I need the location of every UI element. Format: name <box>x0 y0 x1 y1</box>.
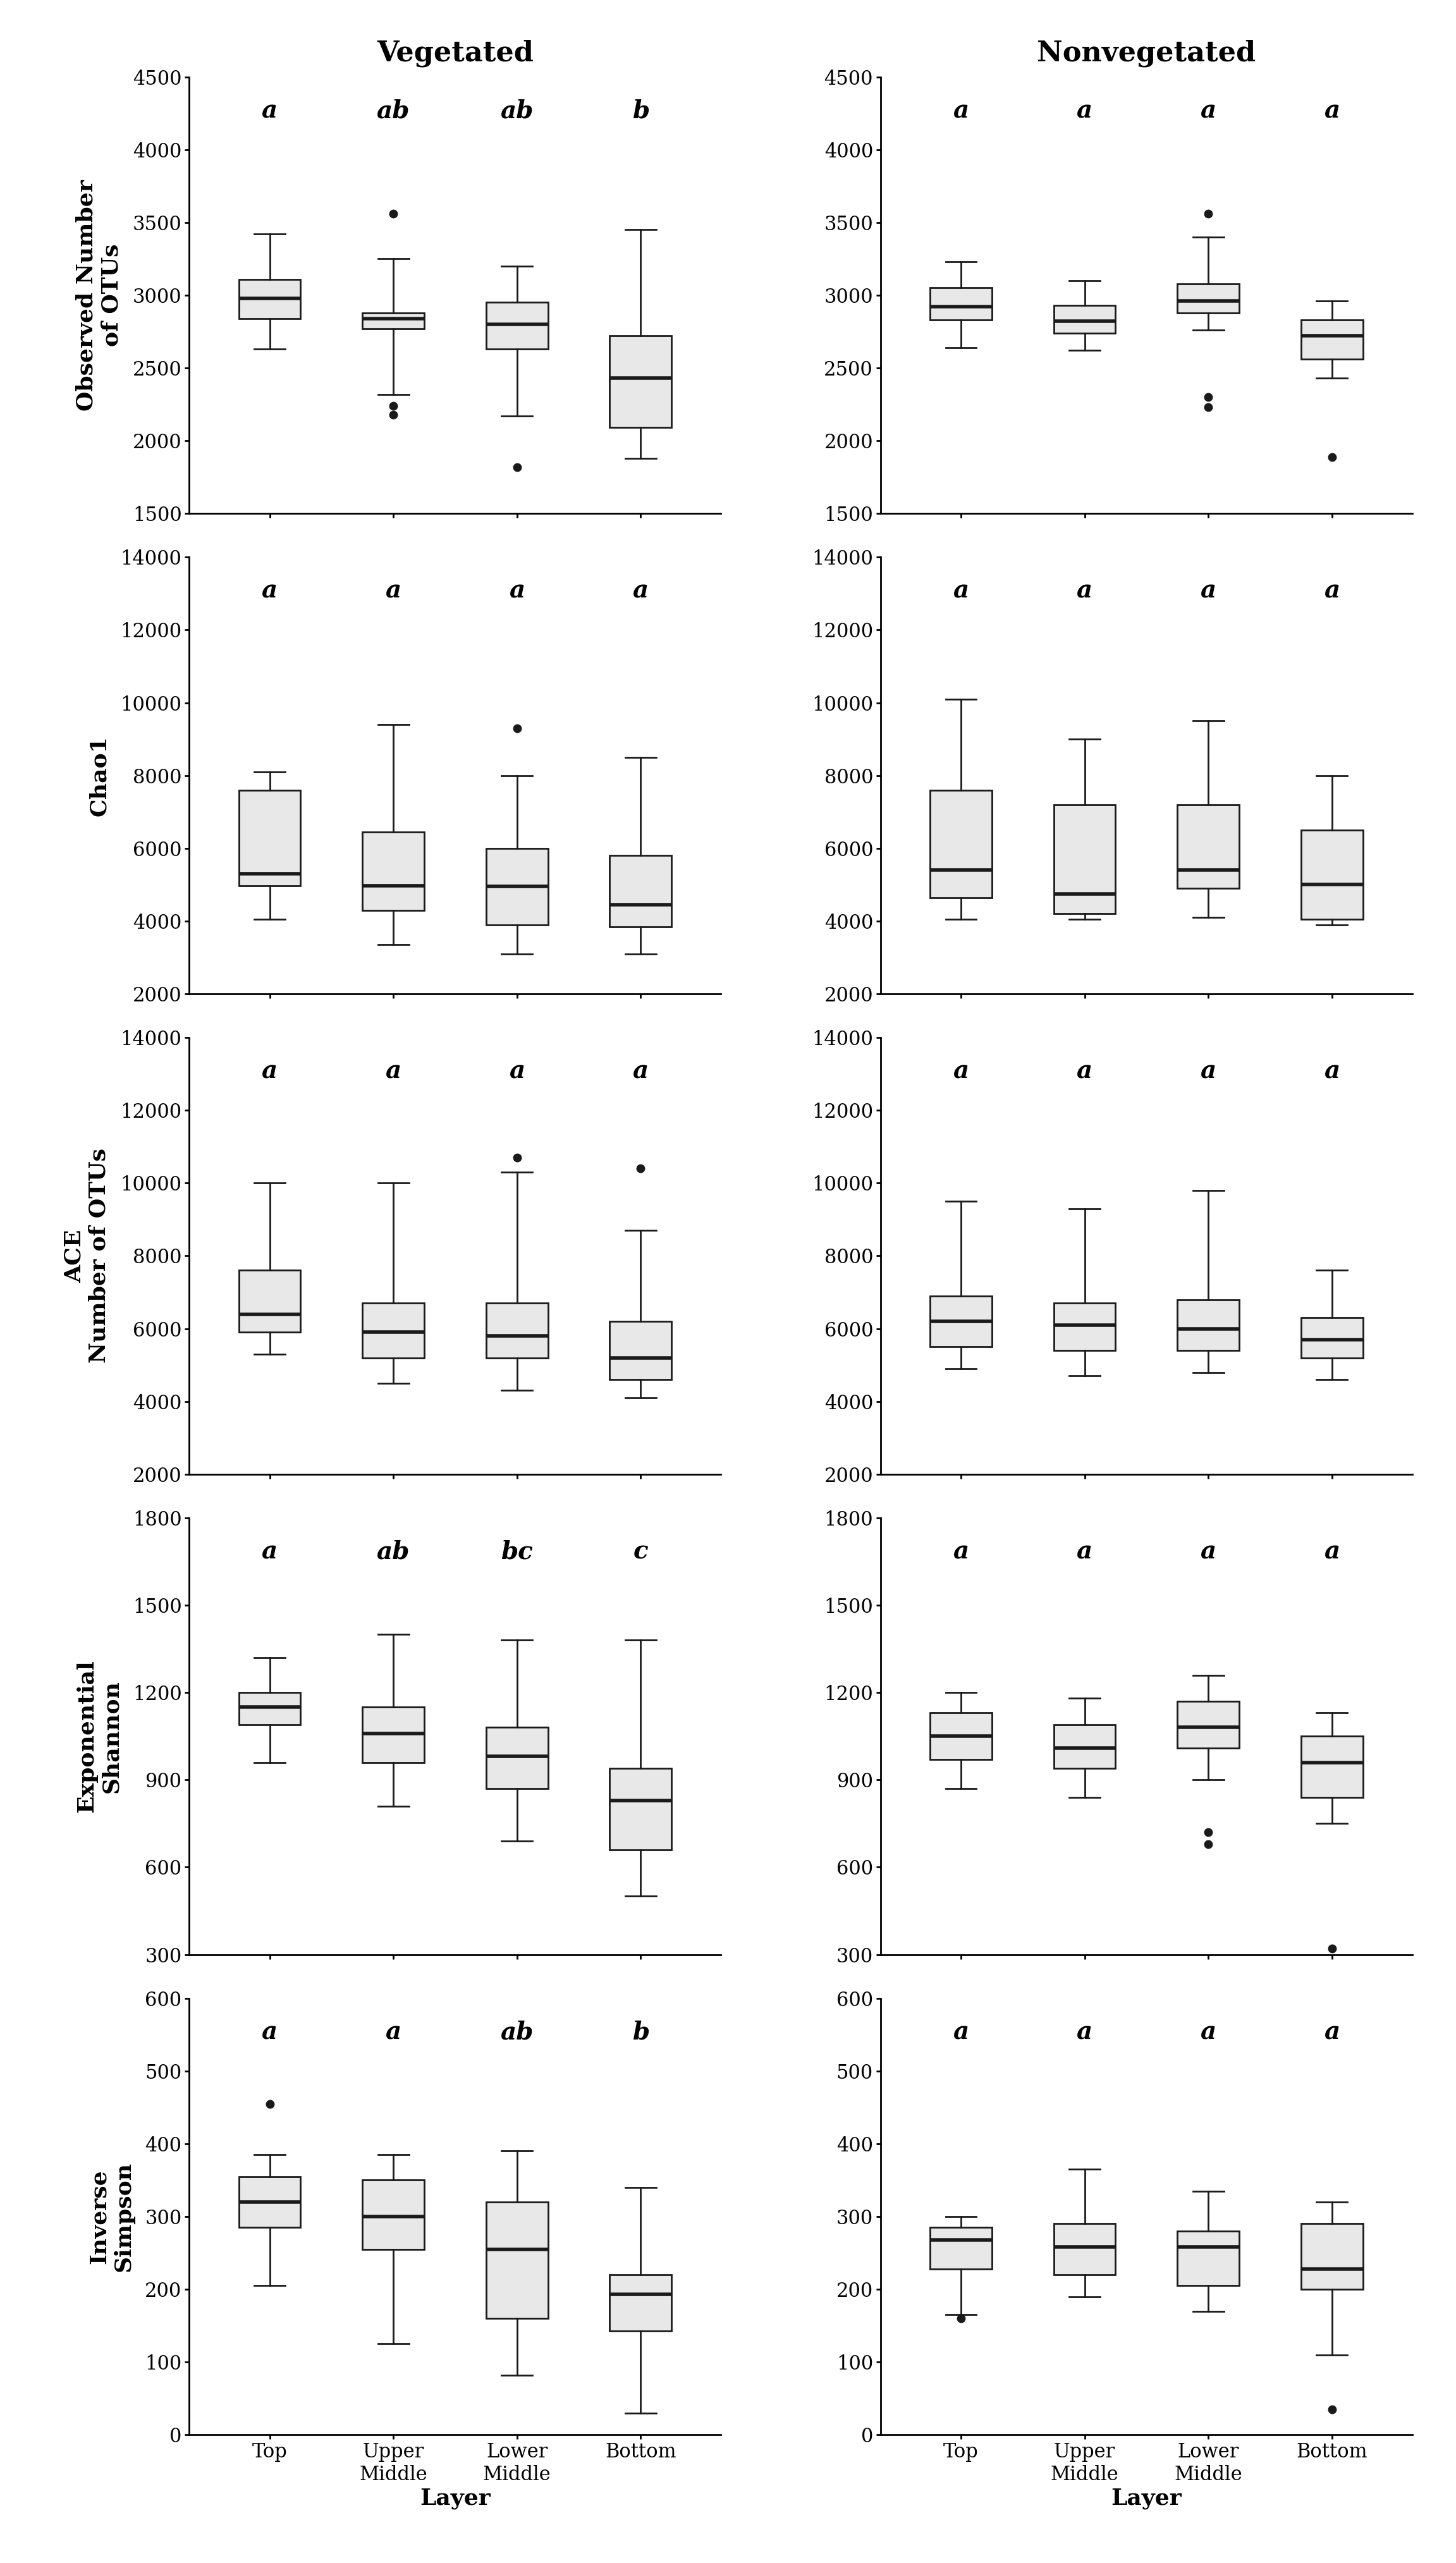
X-axis label: Layer: Layer <box>419 2489 491 2509</box>
PathPatch shape <box>239 1271 300 1333</box>
Text: a: a <box>1324 1540 1340 1563</box>
Text: a: a <box>1200 1540 1216 1563</box>
Text: a: a <box>1076 1540 1092 1563</box>
Text: a: a <box>1076 1059 1092 1084</box>
Title: Vegetated: Vegetated <box>377 38 533 67</box>
PathPatch shape <box>1178 2230 1239 2286</box>
Text: a: a <box>1200 2020 1216 2045</box>
Y-axis label: Observed Number
of OTUs: Observed Number of OTUs <box>76 179 122 410</box>
Y-axis label: Inverse
Simpson: Inverse Simpson <box>87 2161 134 2271</box>
PathPatch shape <box>610 336 671 428</box>
PathPatch shape <box>486 1302 547 1358</box>
PathPatch shape <box>486 302 547 349</box>
PathPatch shape <box>610 1323 671 1379</box>
PathPatch shape <box>486 848 547 925</box>
PathPatch shape <box>486 1727 547 1789</box>
PathPatch shape <box>610 1768 671 1850</box>
Text: a: a <box>954 100 968 123</box>
Text: a: a <box>633 579 648 602</box>
Text: ab: ab <box>377 100 411 123</box>
Y-axis label: Exponential
Shannon: Exponential Shannon <box>76 1661 122 1812</box>
Title: Nonvegetated: Nonvegetated <box>1037 38 1257 67</box>
PathPatch shape <box>363 1302 424 1358</box>
PathPatch shape <box>239 789 300 884</box>
Text: a: a <box>954 2020 968 2045</box>
PathPatch shape <box>610 2276 671 2330</box>
PathPatch shape <box>239 1692 300 1725</box>
PathPatch shape <box>1302 1317 1363 1358</box>
Text: a: a <box>954 1059 968 1084</box>
PathPatch shape <box>239 2176 300 2227</box>
Text: a: a <box>1200 1059 1216 1084</box>
PathPatch shape <box>363 833 424 910</box>
Y-axis label: ACE
Number of OTUs: ACE Number of OTUs <box>64 1148 109 1364</box>
PathPatch shape <box>363 313 424 328</box>
Text: a: a <box>262 1540 278 1563</box>
Text: a: a <box>1076 579 1092 602</box>
Y-axis label: Chao1: Chao1 <box>89 736 109 815</box>
PathPatch shape <box>1178 805 1239 889</box>
Text: a: a <box>510 1059 526 1084</box>
Text: a: a <box>386 579 402 602</box>
PathPatch shape <box>1054 2225 1115 2276</box>
PathPatch shape <box>1178 284 1239 313</box>
PathPatch shape <box>1302 1735 1363 1797</box>
Text: c: c <box>633 1540 648 1563</box>
PathPatch shape <box>610 856 671 928</box>
PathPatch shape <box>930 1712 992 1758</box>
PathPatch shape <box>1054 1302 1115 1351</box>
PathPatch shape <box>1054 805 1115 915</box>
Text: a: a <box>386 1059 402 1084</box>
PathPatch shape <box>239 279 300 318</box>
Text: a: a <box>1076 2020 1092 2045</box>
Text: ab: ab <box>501 2020 533 2045</box>
PathPatch shape <box>1178 1299 1239 1351</box>
PathPatch shape <box>930 1297 992 1346</box>
Text: a: a <box>1324 579 1340 602</box>
PathPatch shape <box>363 2181 424 2250</box>
Text: ab: ab <box>377 1540 411 1563</box>
Text: a: a <box>954 1540 968 1563</box>
PathPatch shape <box>1302 2225 1363 2289</box>
PathPatch shape <box>363 1707 424 1763</box>
Text: a: a <box>633 1059 648 1084</box>
Text: a: a <box>954 579 968 602</box>
Text: a: a <box>510 579 526 602</box>
Text: a: a <box>1200 100 1216 123</box>
PathPatch shape <box>1178 1702 1239 1748</box>
Text: a: a <box>262 2020 278 2045</box>
Text: b: b <box>632 100 649 123</box>
Text: bc: bc <box>501 1540 533 1563</box>
Text: a: a <box>1324 100 1340 123</box>
PathPatch shape <box>930 789 992 897</box>
Text: a: a <box>262 1059 278 1084</box>
Text: a: a <box>1200 579 1216 602</box>
PathPatch shape <box>1302 830 1363 920</box>
Text: ab: ab <box>501 100 533 123</box>
Text: a: a <box>262 100 278 123</box>
X-axis label: Layer: Layer <box>1111 2489 1182 2509</box>
Text: a: a <box>386 2020 402 2045</box>
PathPatch shape <box>930 287 992 320</box>
PathPatch shape <box>1302 320 1363 359</box>
Text: a: a <box>1324 2020 1340 2045</box>
PathPatch shape <box>1054 305 1115 333</box>
Text: a: a <box>262 579 278 602</box>
Text: b: b <box>632 2020 649 2045</box>
PathPatch shape <box>1054 1725 1115 1768</box>
Text: a: a <box>1076 100 1092 123</box>
Text: a: a <box>1324 1059 1340 1084</box>
PathPatch shape <box>486 2202 547 2320</box>
PathPatch shape <box>930 2227 992 2268</box>
